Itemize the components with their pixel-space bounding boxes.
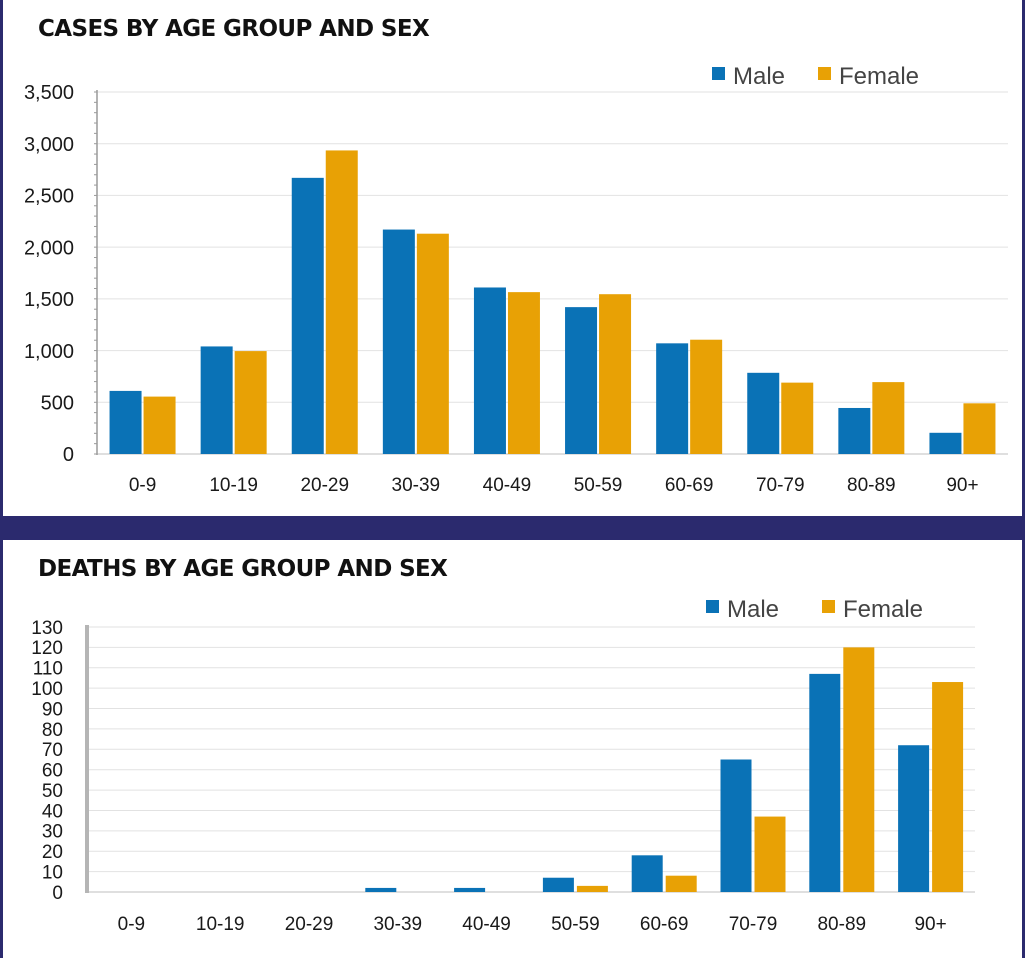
y-tick-label: 20 <box>42 842 63 863</box>
y-tick-label: 80 <box>42 720 63 741</box>
y-tick-label: 120 <box>31 638 63 659</box>
x-tick-label: 40-49 <box>483 475 532 496</box>
x-tick-label: 0-9 <box>129 475 156 496</box>
x-tick-label: 10-19 <box>196 914 245 935</box>
y-tick-label: 50 <box>42 781 63 802</box>
x-tick-label: 70-79 <box>729 914 778 935</box>
bar-male-40-49 <box>454 887 486 892</box>
bar-female-30-39 <box>416 233 449 454</box>
bar-female-50-59 <box>576 885 608 892</box>
y-tick-label: 3,500 <box>24 82 74 104</box>
bar-male-50-59 <box>565 307 598 454</box>
bar-male-70-79 <box>747 372 780 454</box>
bar-female-60-69 <box>665 875 697 892</box>
bar-male-90plus <box>929 432 962 454</box>
bar-female-80-89 <box>843 647 875 892</box>
bar-female-90plus <box>963 403 996 454</box>
x-tick-label: 30-39 <box>392 475 441 496</box>
y-tick-label: 1,000 <box>24 341 74 363</box>
x-tick-label: 20-29 <box>300 475 349 496</box>
x-tick-label: 80-89 <box>847 475 896 496</box>
y-tick-label: 2,000 <box>24 237 74 259</box>
bar-male-30-39 <box>365 887 397 892</box>
legend-label-male: Male <box>727 596 779 623</box>
bar-male-20-29 <box>291 177 324 455</box>
x-tick-label: 90+ <box>914 914 946 935</box>
x-tick-label: 40-49 <box>462 914 511 935</box>
y-tick-label: 60 <box>42 761 63 782</box>
y-tick-label: 500 <box>41 392 74 414</box>
legend-label-female: Female <box>839 63 919 90</box>
bar-male-90plus <box>898 745 930 892</box>
cases-chart-title: CASES BY AGE GROUP AND SEX <box>38 16 430 42</box>
y-tick-label: 100 <box>31 679 63 700</box>
x-tick-label: 80-89 <box>817 914 866 935</box>
bar-female-40-49 <box>507 292 540 454</box>
bar-male-60-69 <box>656 343 689 454</box>
legend-label-female: Female <box>843 596 923 623</box>
bar-female-80-89 <box>872 382 905 454</box>
bar-female-20-29 <box>325 150 358 455</box>
y-tick-label: 3,000 <box>24 134 74 156</box>
y-tick-label: 10 <box>42 862 63 883</box>
x-tick-label: 60-69 <box>665 475 714 496</box>
bar-male-10-19 <box>200 346 233 454</box>
bar-male-80-89 <box>838 407 871 454</box>
x-tick-label: 60-69 <box>640 914 689 935</box>
bar-female-70-79 <box>754 816 786 892</box>
legend-swatch-male <box>706 600 719 613</box>
bar-female-0-9 <box>143 396 176 454</box>
y-tick-label: 0 <box>52 883 63 904</box>
x-tick-label: 50-59 <box>551 914 600 935</box>
bar-male-30-39 <box>382 229 415 454</box>
cases-bar-chart: 0 500 1,000 1,500 2,000 2,500 3,000 3,500 0-9 10-… <box>24 63 1008 496</box>
deaths-chart-title: DEATHS BY AGE GROUP AND SEX <box>38 556 448 582</box>
legend-swatch-female <box>822 600 835 613</box>
x-tick-label: 70-79 <box>756 475 805 496</box>
x-tick-label: 90+ <box>946 475 978 496</box>
x-tick-label: 0-9 <box>118 914 145 935</box>
bar-female-50-59 <box>599 294 632 454</box>
y-tick-label: 130 <box>31 618 63 639</box>
y-tick-label: 2,500 <box>24 186 74 208</box>
legend-swatch-female <box>818 67 831 80</box>
x-tick-label: 10-19 <box>209 475 258 496</box>
bar-male-40-49 <box>473 287 506 454</box>
y-tick-label: 0 <box>63 444 74 466</box>
bar-male-50-59 <box>542 877 574 892</box>
bar-male-0-9 <box>109 390 142 454</box>
bar-female-90plus <box>932 682 964 892</box>
y-tick-label: 40 <box>42 801 63 822</box>
bar-female-60-69 <box>690 339 723 454</box>
bar-female-70-79 <box>781 382 814 454</box>
legend-swatch-male <box>712 67 725 80</box>
bar-male-60-69 <box>631 855 663 892</box>
y-tick-label: 1,500 <box>24 289 74 311</box>
y-tick-label: 90 <box>42 699 63 720</box>
bar-male-70-79 <box>720 759 752 892</box>
x-tick-label: 20-29 <box>285 914 334 935</box>
panel-divider <box>0 516 1025 540</box>
y-tick-label: 30 <box>42 822 63 843</box>
legend-label-male: Male <box>733 63 785 90</box>
bar-male-80-89 <box>809 673 841 892</box>
y-tick-label: 70 <box>42 740 63 761</box>
y-tick-label: 110 <box>33 659 63 680</box>
x-tick-label: 50-59 <box>574 475 623 496</box>
bar-female-10-19 <box>234 351 267 454</box>
x-tick-label: 30-39 <box>373 914 422 935</box>
